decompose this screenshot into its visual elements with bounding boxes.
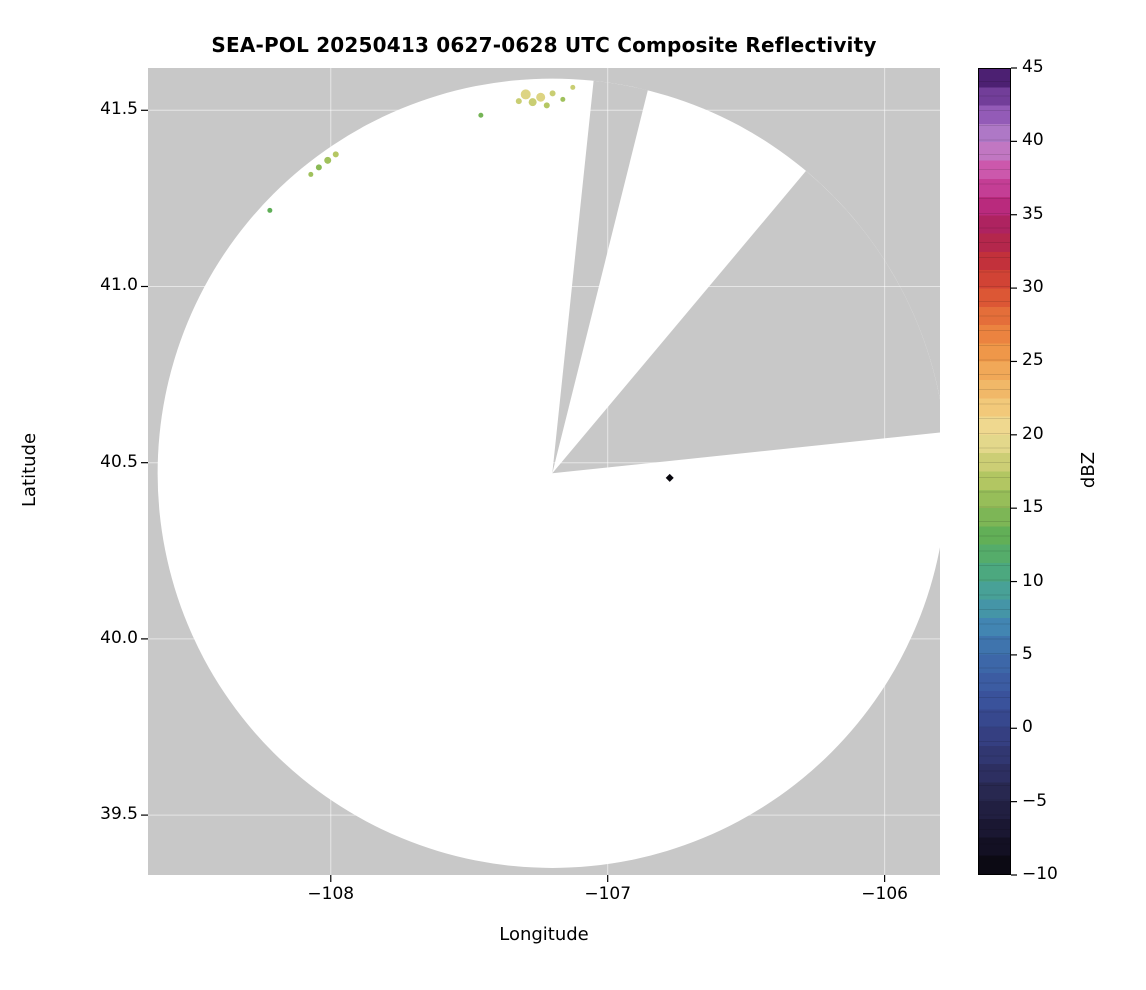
y-tick-label: 39.5 <box>100 804 138 825</box>
colorbar-tick-label: 0 <box>1022 717 1033 738</box>
reflectivity-point <box>267 207 273 213</box>
reflectivity-point <box>536 92 546 102</box>
colorbar-tick-label: −10 <box>1022 864 1058 884</box>
colorbar-tick-label: 45 <box>1022 57 1044 77</box>
colorbar-tick-label: 35 <box>1022 203 1044 224</box>
colorbar-tick-label: 10 <box>1022 570 1044 591</box>
reflectivity-point <box>478 112 484 118</box>
blocked-sector-wedge <box>552 80 648 474</box>
reflectivity-point <box>570 84 576 90</box>
y-tick-label: 41.0 <box>100 275 138 296</box>
x-tick-label: −108 <box>307 884 355 904</box>
reflectivity-point <box>515 98 522 105</box>
colorbar-tick-label: 40 <box>1022 130 1044 151</box>
colorbar-label: dBZ <box>1078 451 1099 489</box>
colorbar-tick-label: 30 <box>1022 277 1044 298</box>
colorbar-band-lines <box>979 69 1010 874</box>
plot-area <box>148 68 940 875</box>
reflectivity-point <box>332 151 339 158</box>
x-axis-label: Longitude <box>499 924 589 945</box>
y-tick-label: 41.5 <box>100 99 138 120</box>
reflectivity-point <box>528 98 537 107</box>
reflectivity-point <box>560 96 566 102</box>
y-tick-label: 40.5 <box>100 451 138 472</box>
y-tick-label: 40.0 <box>100 627 138 648</box>
colorbar-tick-label: 20 <box>1022 423 1044 444</box>
colorbar <box>978 68 1011 875</box>
reflectivity-point <box>520 89 531 100</box>
colorbar-tick-label: −5 <box>1022 790 1048 811</box>
colorbar-tick-label: 5 <box>1022 643 1033 664</box>
colorbar-tick-label: 15 <box>1022 497 1044 518</box>
reflectivity-point <box>308 171 314 177</box>
colorbar-gradient <box>979 69 1010 874</box>
reflectivity-point <box>315 164 322 171</box>
reflectivity-point <box>549 90 556 97</box>
reflectivity-point <box>543 102 550 109</box>
colorbar-tick-label: 25 <box>1022 350 1044 371</box>
reflectivity-point <box>324 156 332 164</box>
blocked-sector-wedge <box>552 170 940 474</box>
reflectivity-point <box>665 473 674 482</box>
x-tick-label: −107 <box>584 884 632 904</box>
chart-title: SEA-POL 20250413 0627-0628 UTC Composite… <box>211 33 877 57</box>
x-tick-label: −106 <box>861 884 908 904</box>
